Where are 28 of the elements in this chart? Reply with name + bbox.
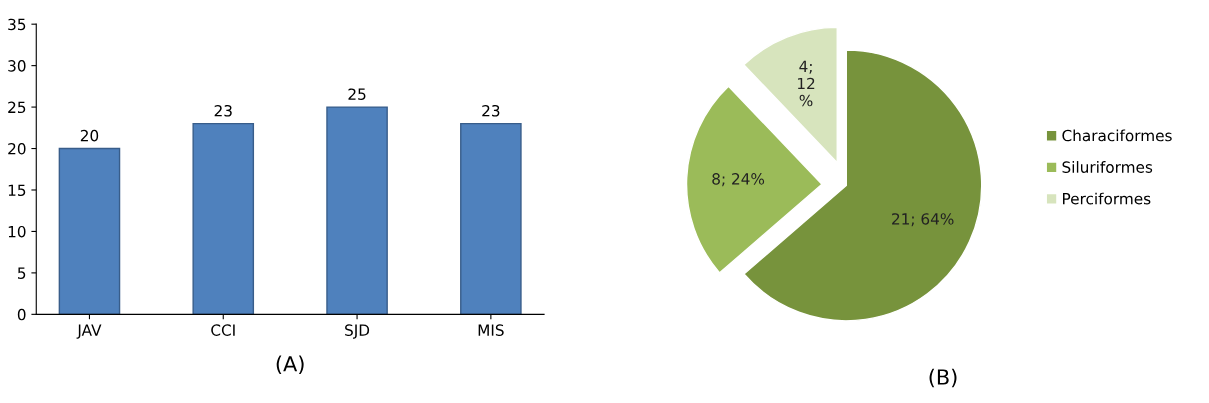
- y-tick-label: 0: [17, 308, 26, 321]
- legend-label: Perciformes: [1063, 192, 1151, 205]
- x-axis-title: (A): [276, 355, 304, 375]
- y-tick-label: 30: [8, 60, 26, 72]
- y-tick-label: 35: [8, 18, 26, 31]
- bar: [326, 106, 388, 315]
- y-tick-label: 25: [8, 101, 26, 114]
- data-label: 21; 64%: [892, 213, 954, 227]
- legend-label: Siluriformes: [1062, 161, 1153, 173]
- y-tick-label: 10: [8, 225, 26, 238]
- x-tick-label: CCI: [211, 324, 235, 336]
- y-tick-label: 5: [18, 267, 26, 279]
- text: (B): [929, 368, 957, 388]
- bar: [58, 147, 121, 315]
- x-tick-label: JAV: [76, 324, 102, 339]
- data-label: 23: [482, 104, 500, 117]
- y-tick-label: 20: [8, 143, 26, 155]
- data-label: 20: [80, 129, 99, 142]
- data-label: 4; 12 %: [798, 60, 815, 107]
- bar: [192, 122, 255, 315]
- data-label: 8; 24%: [712, 173, 765, 187]
- data-label: 23: [214, 104, 232, 117]
- x-tick-label: MIS: [478, 324, 504, 336]
- bar: [460, 122, 522, 315]
- data-label: 25: [348, 88, 366, 100]
- legend-label: Characiformes: [1062, 129, 1172, 142]
- y-tick-label: 15: [8, 184, 26, 197]
- x-tick-label: SJD: [345, 324, 370, 339]
